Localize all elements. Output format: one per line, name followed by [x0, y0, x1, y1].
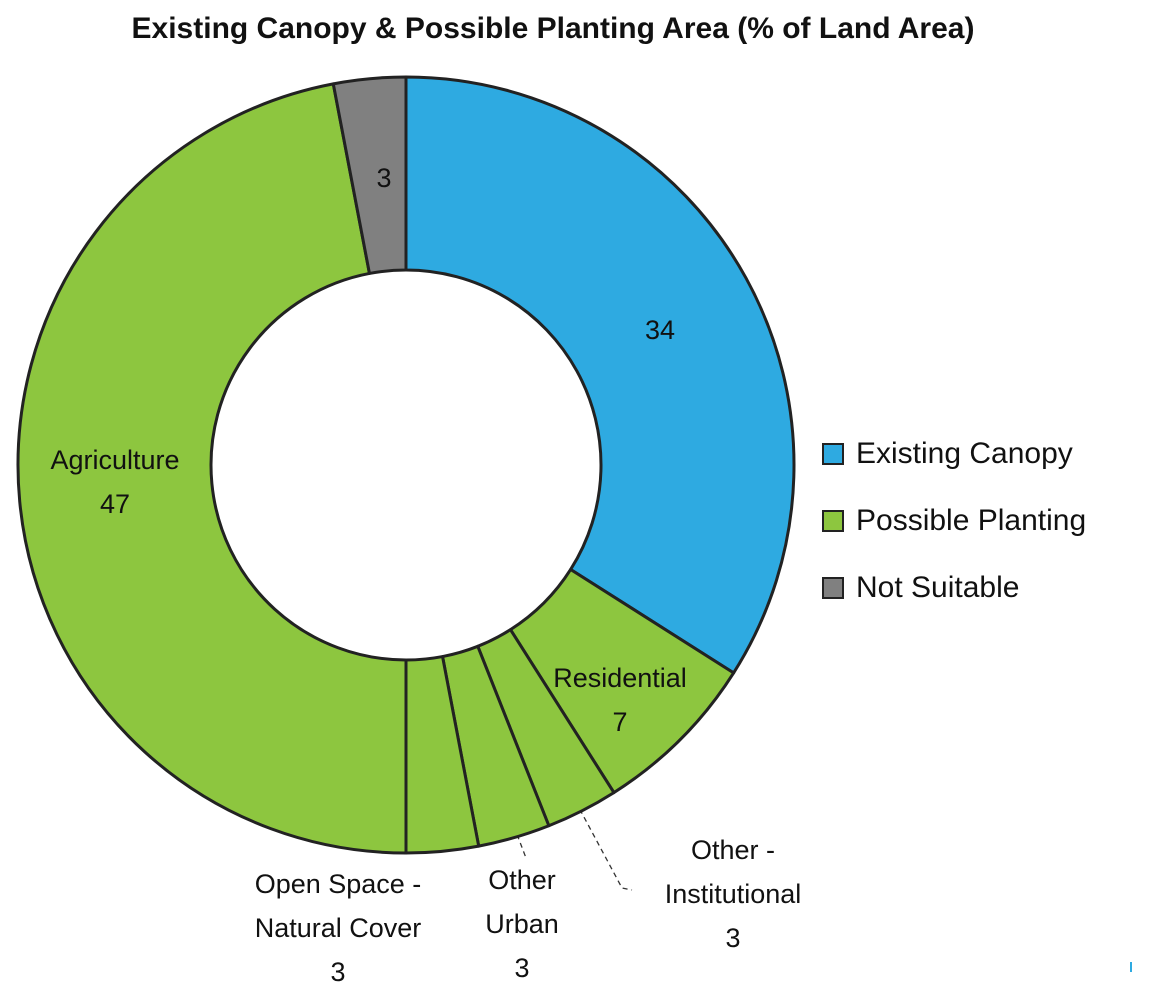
category-label: Other - Institutional: [664, 835, 802, 909]
data-label: Agriculture 47: [5, 438, 225, 526]
category-label: Open Space - Natural Cover: [254, 869, 422, 943]
donut-segment: [331, 75, 408, 275]
data-label: 3: [354, 156, 414, 200]
chart-title: Existing Canopy & Possible Planting Area…: [131, 12, 975, 45]
legend-swatch: [822, 576, 844, 599]
legend-swatch: [822, 509, 844, 532]
category-label: Agriculture: [50, 445, 180, 475]
legend-item: Not Suitable: [822, 554, 1086, 621]
value-label: 47: [99, 489, 131, 519]
data-label: Residential 7: [530, 656, 710, 744]
value-label: 3: [514, 953, 530, 983]
legend-label: Not Suitable: [856, 570, 1020, 604]
value-label: 7: [612, 707, 628, 737]
value-label: 3: [376, 163, 392, 193]
category-label: Residential: [553, 663, 687, 693]
data-label: Open Space - Natural Cover 3: [223, 862, 453, 994]
legend-item: Existing Canopy: [822, 420, 1086, 487]
data-label: Other - Institutional 3: [638, 828, 828, 960]
donut-segment: [16, 82, 408, 855]
legend-swatch: [822, 442, 844, 465]
value-label: 3: [330, 957, 346, 987]
data-label: 34: [620, 308, 700, 352]
legend: Existing Canopy Possible Planting Not Suit…: [822, 420, 1086, 621]
category-label: Other Urban: [485, 865, 559, 939]
legend-label: Possible Planting: [856, 503, 1087, 537]
segments: [16, 75, 796, 855]
legend-item: Possible Planting: [822, 487, 1086, 554]
data-label: Other Urban 3: [467, 858, 577, 990]
value-label: 34: [644, 315, 676, 345]
value-label: 3: [725, 923, 741, 953]
donut-segment: [404, 75, 796, 675]
legend-label: Existing Canopy: [856, 436, 1073, 470]
